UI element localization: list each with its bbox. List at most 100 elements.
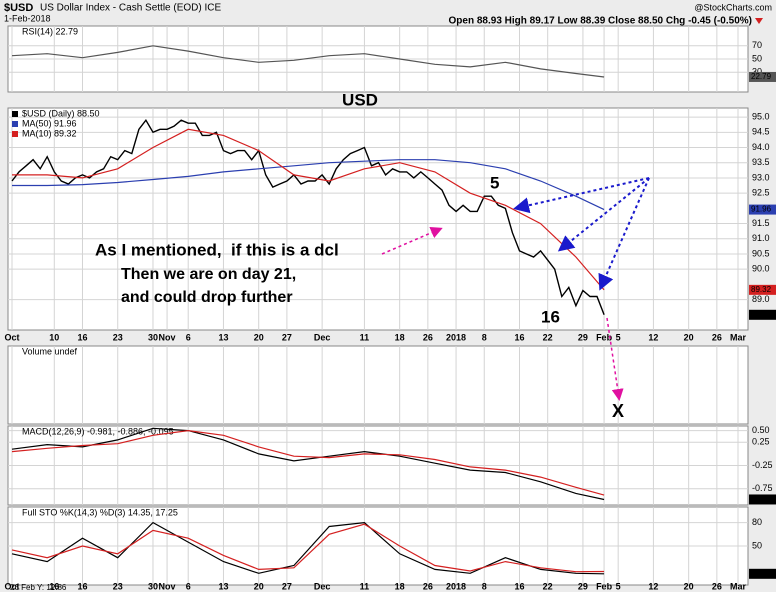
x-tick-label: 5 (616, 332, 621, 342)
x-tick-label: 23 (113, 332, 123, 342)
x-tick-label: 23 (113, 581, 123, 591)
legend-swatch (12, 121, 18, 127)
value-tag (749, 494, 776, 505)
x-tick-label: Oct (4, 332, 19, 342)
arrow (557, 177, 650, 252)
panel (7, 107, 749, 331)
chart-title: USD (342, 90, 378, 109)
value-tag (749, 71, 776, 82)
annotation: 5 (490, 173, 499, 192)
x-tick-label: 30 (148, 332, 158, 342)
y-tick-label: 91.0 (752, 233, 770, 243)
y-tick-label: 0.50 (752, 425, 770, 435)
x-tick-label: 16 (514, 332, 524, 342)
y-tick-label: 50 (752, 53, 762, 63)
y-tick-label: 70 (752, 40, 762, 50)
y-tick-label: 93.0 (752, 172, 770, 182)
value-tag (749, 568, 776, 579)
panel-title: Volume undef (22, 346, 78, 356)
panel-title: Full STO %K(14,3) %D(3) 14.35, 17.25 (22, 507, 178, 517)
series-line (11, 429, 605, 496)
x-tick-label: Dec (314, 581, 331, 591)
value-tag (749, 309, 776, 320)
y-tick-label: 91.5 (752, 218, 770, 228)
value-tag-label: 14.35 (751, 569, 772, 578)
x-tick-label: Oct (4, 581, 19, 591)
quote: Open 88.93 High 89.17 Low 88.39 Close 88… (449, 16, 752, 27)
x-tick-label: 5 (616, 581, 621, 591)
x-tick-label: 10 (49, 332, 59, 342)
arrow (381, 227, 443, 255)
y-tick-label: 0.25 (752, 437, 770, 447)
legend-entry: MA(10) 89.32 (22, 128, 77, 138)
x-tick-label: 8 (482, 581, 487, 591)
x-tick-label: 20 (254, 581, 264, 591)
y-tick-label: 90.0 (752, 264, 770, 274)
x-tick-label: 16 (77, 332, 87, 342)
x-tick-label: 26 (423, 332, 433, 342)
x-tick-label: Mar (730, 332, 747, 342)
panel-title: RSI(14) 22.79 (22, 26, 78, 36)
x-tick-label: Feb (596, 332, 613, 342)
x-tick-label: 29 (578, 332, 588, 342)
x-tick-label: 11 (360, 581, 370, 591)
legend-entry: $USD (Daily) 88.50 (22, 108, 100, 118)
down-arrow (755, 18, 763, 24)
x-tick-label: 22 (543, 581, 553, 591)
value-tag-label: 88.50 (751, 310, 772, 319)
y-tick-label: 80 (752, 517, 762, 527)
y-tick-label: 90.5 (752, 248, 770, 258)
value-tag-label: -0.98 (751, 495, 770, 504)
x-tick-label: 30 (148, 581, 158, 591)
panel-title: MACD(12,26,9) -0.981, -0.886, -0.095 (22, 426, 174, 436)
x-tick-label: 26 (712, 332, 722, 342)
value-tag-label: 22.79 (751, 72, 772, 81)
y-tick-label: 95.0 (752, 111, 770, 121)
series-line (12, 128, 605, 291)
arrow (598, 177, 650, 291)
annotation: As I mentioned, if this is a dcl (95, 240, 339, 259)
value-tag (749, 284, 776, 295)
x-tick-label: 12 (648, 332, 658, 342)
x-tick-label: 20 (684, 581, 694, 591)
value-tag-label: 89.32 (751, 285, 772, 294)
annotation: and could drop further (121, 289, 293, 306)
instrument-name: US Dollar Index - Cash Settle (EOD) ICE (40, 3, 221, 14)
legend-swatch (12, 111, 18, 117)
x-tick-label: 26 (423, 581, 433, 591)
x-tick-label: Feb (596, 581, 613, 591)
x-tick-label: 16 (49, 581, 59, 591)
x-tick-label: 16 (77, 581, 87, 591)
x-tick-label: 22 (543, 332, 553, 342)
arrow (513, 177, 650, 214)
date: 1-Feb-2018 (4, 13, 51, 23)
series-line (11, 45, 605, 78)
series-line (12, 159, 605, 211)
y-tick-label: -0.25 (752, 460, 773, 470)
panel (7, 345, 749, 425)
x-tick-label: 6 (186, 581, 191, 591)
value-tag-label: 91.96 (751, 205, 772, 214)
annotation: 16 (541, 307, 560, 326)
series-line (11, 427, 605, 501)
x-tick-label: 20 (684, 332, 694, 342)
annotation: Then we are on day 21, (121, 266, 296, 283)
brand: @StockCharts.com (694, 2, 772, 12)
series-line (11, 118, 605, 316)
legend-swatch (12, 131, 18, 137)
x-tick-label: 12 (648, 581, 658, 591)
y-tick-label: 30 (752, 67, 762, 77)
x-tick-label: 16 (514, 581, 524, 591)
annotations: 5 As I mentioned, if this is a dcl Then … (95, 173, 650, 421)
value-tag (749, 204, 776, 215)
x-tick-label: 20 (254, 332, 264, 342)
y-tick-label: 93.5 (752, 157, 770, 167)
arrow (606, 317, 624, 401)
y-tick-label: 94.0 (752, 142, 770, 152)
x-tick-label: 13 (218, 581, 228, 591)
x-tick-label: 27 (282, 332, 292, 342)
x-tick-label: 29 (578, 581, 588, 591)
x-tick-label: Nov (159, 332, 176, 342)
x-tick-label: 6 (186, 332, 191, 342)
